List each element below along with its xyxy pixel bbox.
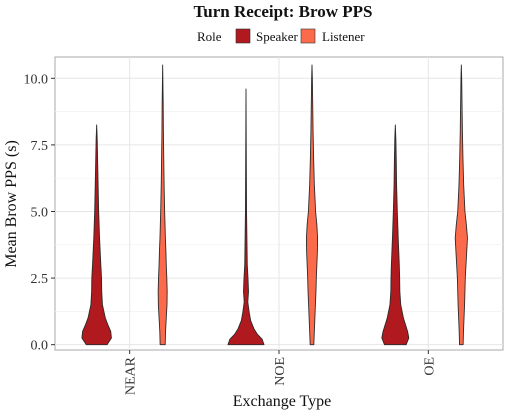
violin-listener-noe (305, 64, 319, 346)
x-axis-title: Exchange Type (233, 393, 332, 410)
violin-speaker-near (81, 124, 112, 346)
x-tick-label: NOE (273, 357, 288, 386)
violin-speaker-oe (381, 124, 410, 346)
legend-swatch-listener (300, 28, 316, 44)
y-axis-title: Mean Brow PPS (s) (3, 140, 20, 268)
legend-title: Role (197, 29, 222, 44)
gridlines (55, 57, 503, 350)
y-axis: 0.0 2.5 5.0 7.5 10.0 (24, 72, 55, 354)
violins (81, 64, 468, 346)
violin-listener-near (157, 64, 168, 346)
y-tick-label: 2.5 (31, 272, 49, 287)
legend-label-listener: Listener (322, 29, 365, 44)
x-tick-label: NEAR (124, 356, 139, 395)
violin-speaker-noe (227, 88, 265, 346)
legend-label-speaker: Speaker (256, 29, 299, 44)
y-tick-label: 5.0 (31, 205, 49, 220)
y-tick-label: 0.0 (31, 339, 49, 354)
chart-title: Turn Receipt: Brow PPS (194, 2, 373, 21)
y-tick-label: 10.0 (24, 72, 49, 87)
legend-swatch-speaker (235, 28, 251, 44)
x-tick-label: OE (422, 357, 437, 376)
x-axis: NEAR NOE OE (124, 350, 437, 395)
violin-listener-oe (454, 64, 468, 346)
legend: Role Speaker Listener (197, 28, 365, 44)
y-tick-label: 7.5 (31, 139, 49, 154)
